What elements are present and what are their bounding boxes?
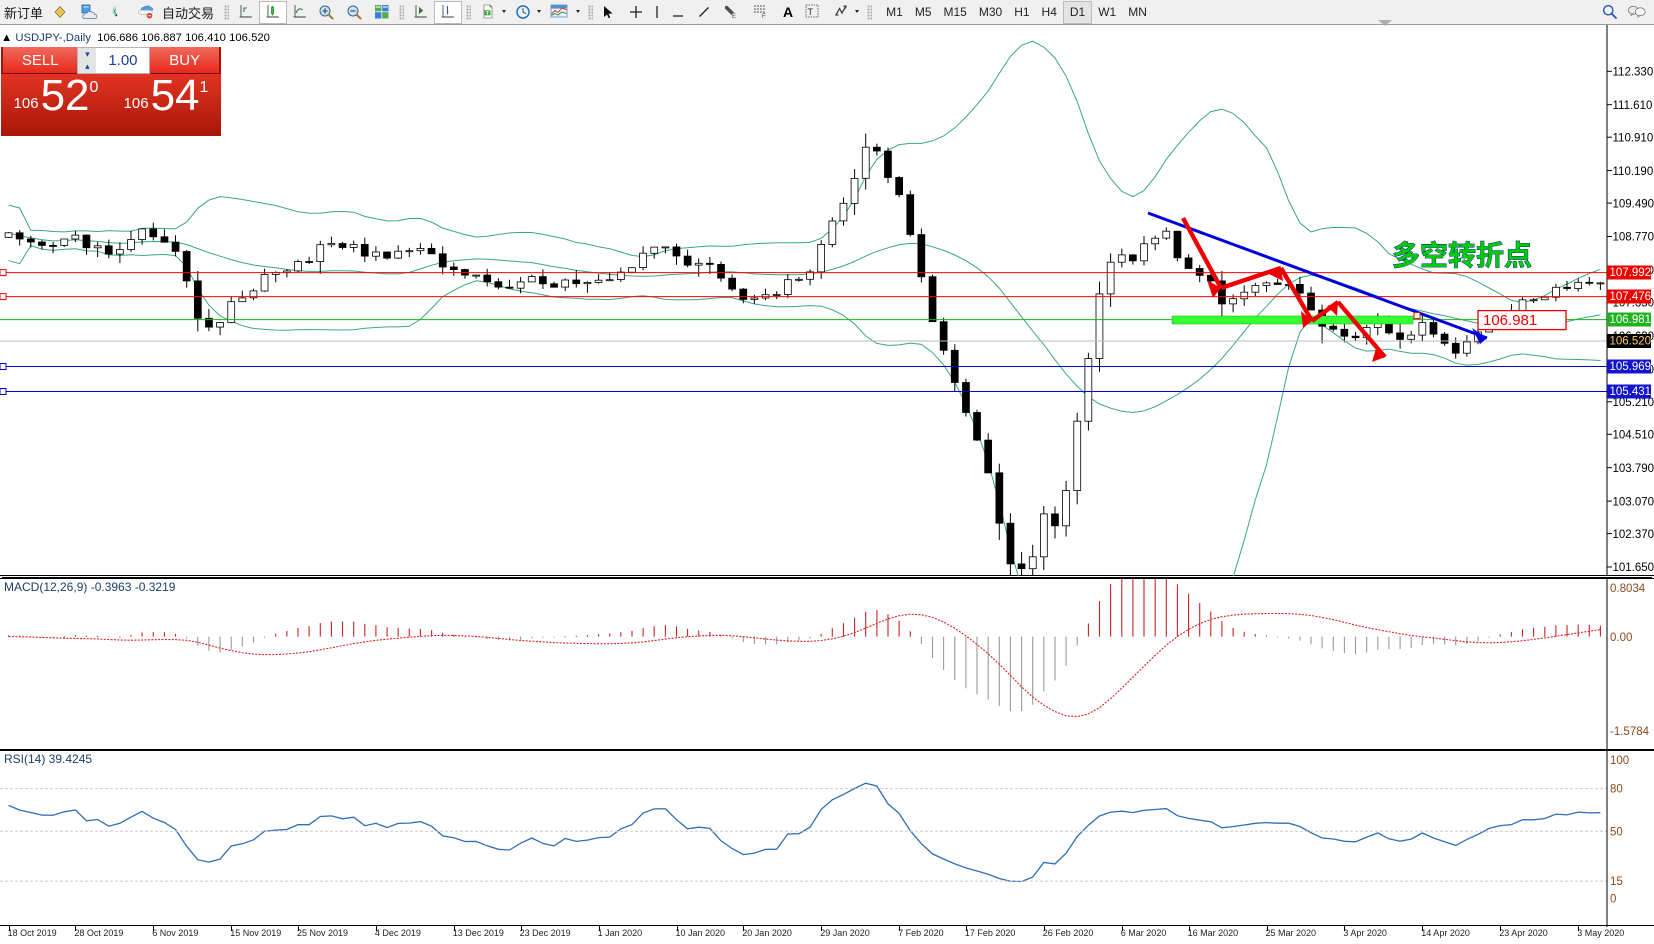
svg-text:0.8034: 0.8034 [1610,583,1646,595]
svg-text:106.520: 106.520 [1610,336,1652,348]
svg-text:112.330: 112.330 [1613,67,1654,79]
svg-text:80: 80 [1610,784,1623,796]
svg-text:110.910: 110.910 [1613,132,1654,144]
svg-text:50: 50 [1610,826,1623,838]
svg-text:101.650: 101.650 [1613,562,1654,574]
svg-text:F: F [762,14,766,20]
svg-text:0.00: 0.00 [1610,632,1632,644]
svg-text:109.490: 109.490 [1613,198,1654,210]
svg-text:105.210: 105.210 [1613,397,1654,409]
svg-text:MACD(12,26,9) -0.3963 -0.3219: MACD(12,26,9) -0.3963 -0.3219 [4,580,176,594]
svg-text:106.981: 106.981 [1483,312,1537,329]
svg-text:103.070: 103.070 [1613,496,1654,508]
svg-text:111.610: 111.610 [1613,100,1653,112]
svg-text:-1.5784: -1.5784 [1610,726,1650,738]
svg-text:多空转折点: 多空转折点 [1392,234,1532,274]
svg-text:110.190: 110.190 [1613,166,1654,178]
svg-text:104.510: 104.510 [1613,430,1654,442]
svg-text:105.969: 105.969 [1610,361,1652,373]
svg-text:100: 100 [1610,755,1629,767]
svg-text:RSI(14) 39.4245: RSI(14) 39.4245 [4,752,92,766]
svg-text:106.981: 106.981 [1610,314,1652,326]
svg-text:107.476: 107.476 [1610,291,1652,303]
svg-text:107.992: 107.992 [1610,267,1652,279]
svg-text:15: 15 [1610,876,1623,888]
svg-text:T: T [808,7,814,17]
svg-text:105.431: 105.431 [1610,386,1652,398]
svg-text:0: 0 [1610,894,1616,906]
svg-text:108.770: 108.770 [1613,232,1654,244]
svg-text:103.790: 103.790 [1613,463,1654,475]
svg-text:E: E [732,14,736,20]
svg-text:102.370: 102.370 [1613,529,1654,541]
